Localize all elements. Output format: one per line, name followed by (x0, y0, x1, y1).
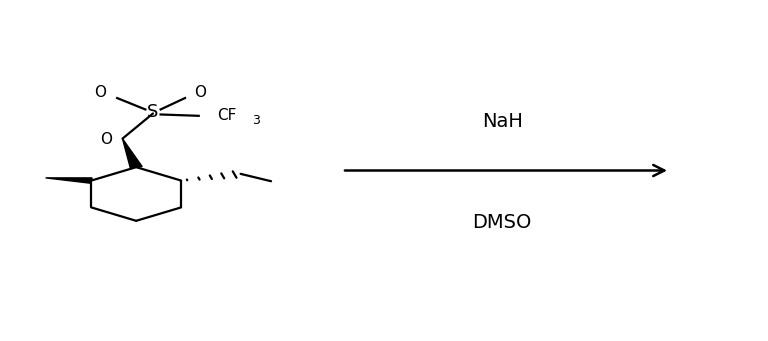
Text: 3: 3 (252, 114, 260, 127)
Text: DMSO: DMSO (472, 213, 532, 232)
Polygon shape (45, 178, 92, 183)
Text: O: O (94, 85, 107, 100)
Text: NaH: NaH (482, 113, 522, 131)
Polygon shape (122, 139, 142, 168)
Text: CF: CF (217, 108, 237, 123)
Text: O: O (194, 85, 207, 100)
Text: S: S (147, 103, 159, 121)
Text: O: O (100, 132, 111, 147)
